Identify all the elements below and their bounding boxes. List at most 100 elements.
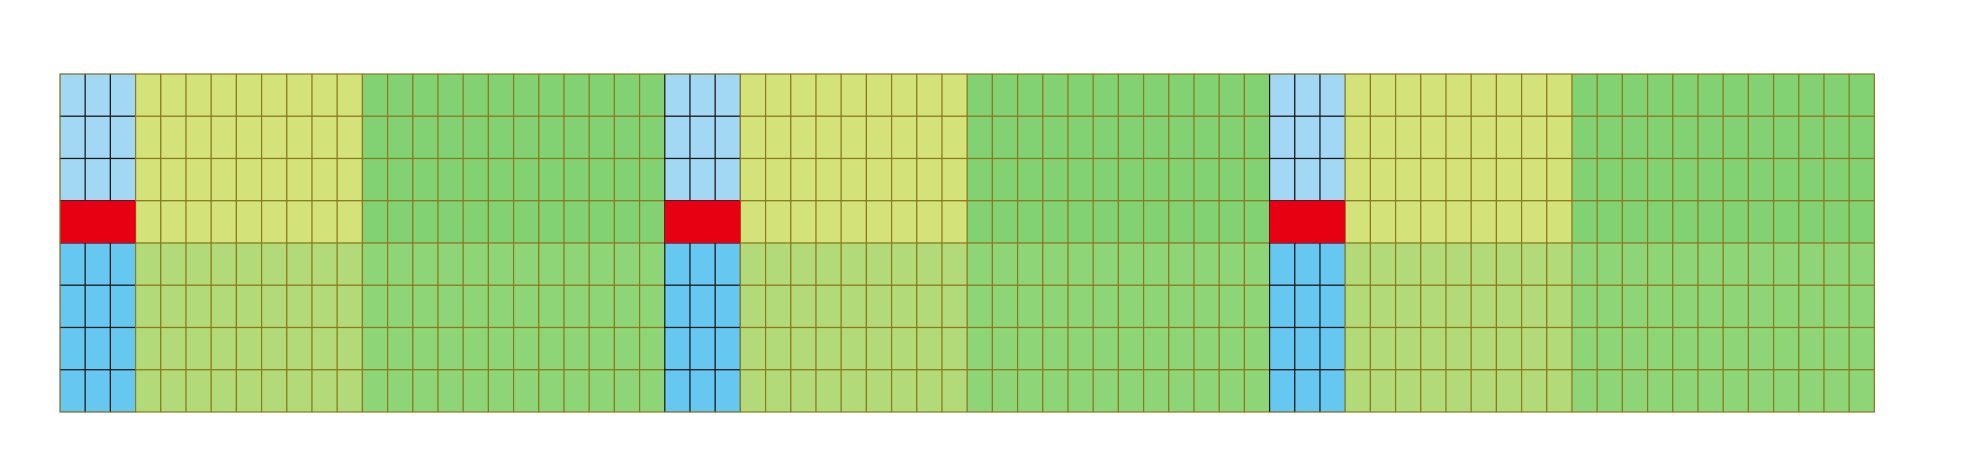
yellow-green-cell [261, 115, 288, 160]
green-cell [512, 284, 540, 329]
yellow-green-cell [865, 157, 893, 202]
yellow-green-cell [1420, 369, 1447, 413]
yellow-green-cell [1344, 157, 1371, 202]
blue-cell [714, 115, 742, 160]
green-cell [437, 115, 464, 160]
green-cell [1621, 242, 1649, 286]
red-marker [60, 200, 136, 243]
yellow-green-cell [261, 369, 288, 413]
green-cell [512, 73, 540, 117]
green-cell [1243, 284, 1271, 329]
yellow-green-cell [815, 284, 842, 329]
green-cell [613, 157, 641, 202]
green-cell [1168, 73, 1195, 117]
green-cell [1772, 326, 1800, 371]
green-cell [1016, 284, 1044, 329]
green-cell [991, 115, 1019, 160]
yellow-green-cell [1445, 326, 1472, 371]
green-cell [1672, 73, 1699, 117]
grid-border [59, 73, 1875, 413]
yellow-green-cell [815, 369, 842, 413]
yellow-green-cell [1394, 369, 1422, 413]
yellow-green-cell [1520, 242, 1548, 286]
green-cell [1571, 200, 1598, 244]
green-cell [1092, 73, 1119, 117]
green-cell [1016, 157, 1044, 202]
green-cell [1747, 115, 1775, 160]
green-cell [638, 157, 666, 202]
green-cell [1747, 326, 1775, 371]
green-cell [512, 369, 540, 413]
green-cell [487, 200, 515, 244]
yellow-green-cell [1420, 284, 1447, 329]
yellow-green-cell [764, 200, 792, 244]
green-cell [1193, 115, 1220, 160]
green-cell [1848, 242, 1875, 286]
green-cell [1571, 326, 1598, 371]
green-cell [563, 157, 590, 202]
green-cell [1848, 284, 1875, 329]
green-cell [387, 284, 414, 329]
green-cell [1621, 326, 1649, 371]
green-cell [1823, 73, 1850, 117]
green-cell [1798, 284, 1825, 329]
green-cell [361, 73, 389, 117]
yellow-green-cell [1445, 73, 1472, 117]
yellow-green-cell [336, 157, 364, 202]
yellow-green-cell [1394, 115, 1422, 160]
green-cell [361, 157, 389, 202]
green-cell [1722, 369, 1749, 413]
green-cell [991, 157, 1019, 202]
green-cell [387, 369, 414, 413]
green-cell [1747, 369, 1775, 413]
green-cell [1142, 73, 1170, 117]
yellow-green-cell [1344, 200, 1371, 244]
yellow-green-cell [1369, 200, 1397, 244]
green-cell [1722, 157, 1749, 202]
green-cell [412, 284, 439, 329]
yellow-green-cell [1495, 284, 1523, 329]
green-cell [1672, 200, 1699, 244]
blue-cell [714, 284, 742, 329]
green-cell [1772, 369, 1800, 413]
green-cell [966, 157, 994, 202]
green-cell [487, 115, 515, 160]
green-cell [1117, 284, 1145, 329]
green-cell [1798, 242, 1825, 286]
yellow-green-cell [1520, 369, 1548, 413]
green-cell [1016, 326, 1044, 371]
yellow-green-cell [916, 369, 943, 413]
green-cell [1042, 369, 1069, 413]
green-cell [1067, 200, 1094, 244]
yellow-green-cell [890, 73, 918, 117]
yellow-green-cell [336, 369, 364, 413]
yellow-green-cell [865, 326, 893, 371]
yellow-green-cell [764, 242, 792, 286]
yellow-green-cell [764, 73, 792, 117]
blue-cell [1294, 284, 1321, 329]
blue-cell [1268, 157, 1296, 202]
yellow-green-cell [840, 157, 868, 202]
block-1 [59, 73, 666, 413]
green-cell [1596, 73, 1623, 117]
blue-cell [714, 157, 742, 202]
green-cell [588, 157, 616, 202]
green-cell [1042, 157, 1069, 202]
green-cell [1646, 157, 1674, 202]
yellow-green-cell [764, 157, 792, 202]
green-cell [1596, 284, 1623, 329]
yellow-green-cell [1369, 326, 1397, 371]
green-cell [1596, 200, 1623, 244]
green-cell [1168, 369, 1195, 413]
blue-cell [1319, 369, 1346, 413]
green-cell [1772, 242, 1800, 286]
yellow-green-cell [1344, 73, 1371, 117]
yellow-green-cell [160, 73, 187, 117]
green-cell [1621, 157, 1649, 202]
blue-cell [84, 73, 111, 117]
green-cell [462, 369, 490, 413]
green-cell [437, 326, 464, 371]
yellow-green-cell [135, 369, 162, 413]
yellow-green-cell [1420, 73, 1447, 117]
green-cell [966, 115, 994, 160]
